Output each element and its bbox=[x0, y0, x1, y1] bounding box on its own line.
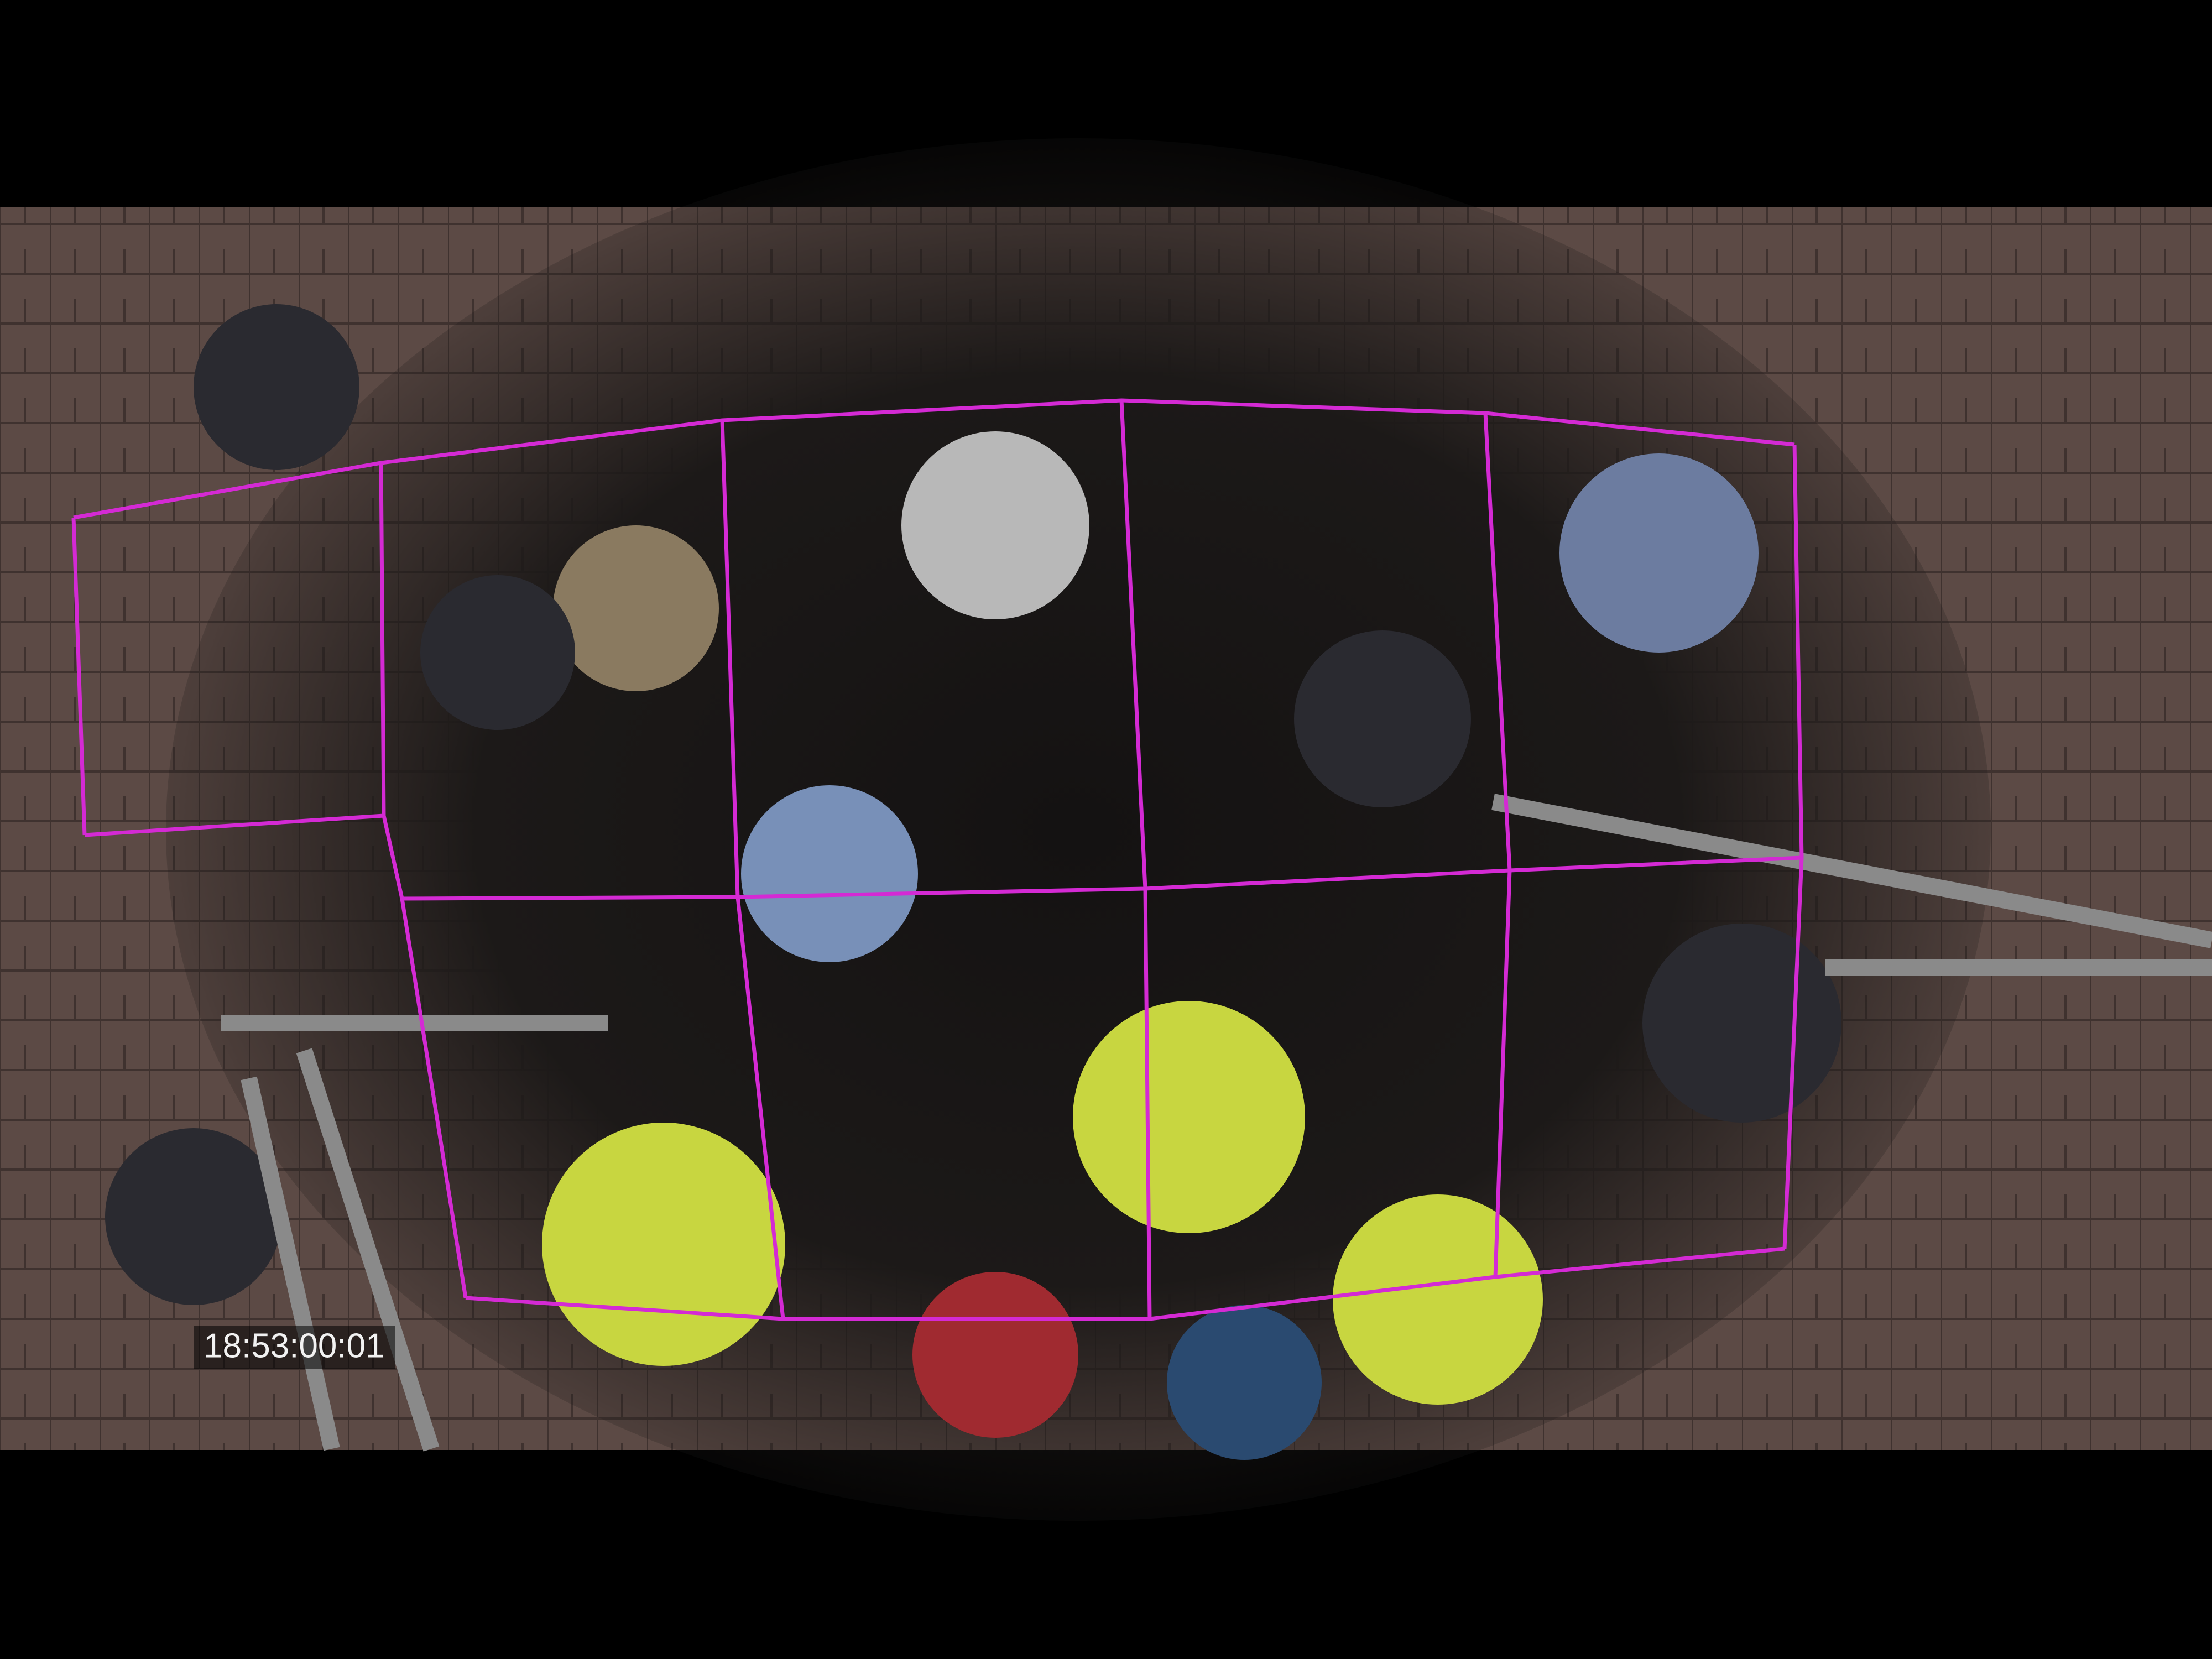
grid-line bbox=[1483, 413, 1512, 1277]
people bbox=[105, 304, 1841, 1460]
timestamp-box bbox=[194, 1326, 395, 1369]
grid-overlay bbox=[71, 398, 1804, 1321]
grid-line bbox=[71, 517, 87, 836]
grid-line bbox=[1119, 400, 1152, 1319]
crowd bbox=[166, 138, 1991, 1521]
grid-line bbox=[84, 813, 384, 837]
photo bbox=[0, 138, 2212, 1521]
timestamp: 18:53:00:01 bbox=[204, 1327, 385, 1365]
grid-line bbox=[73, 398, 1795, 520]
grid-line bbox=[1782, 444, 1804, 1249]
grid-line bbox=[379, 462, 468, 1298]
railings bbox=[221, 794, 2212, 1452]
grid-line bbox=[720, 420, 785, 1319]
